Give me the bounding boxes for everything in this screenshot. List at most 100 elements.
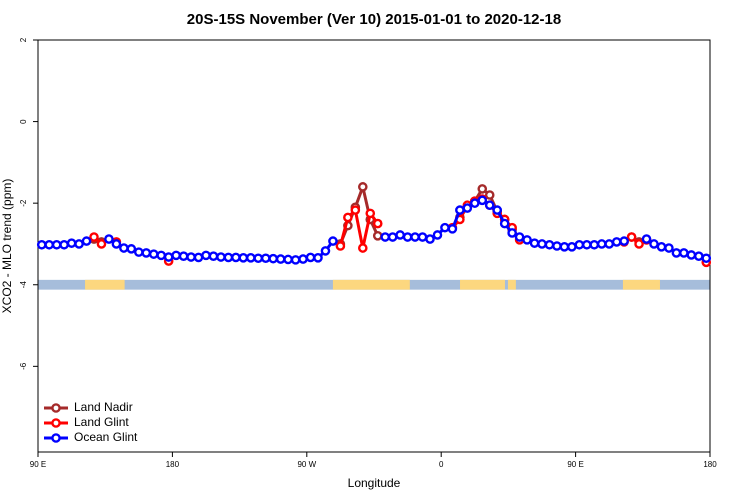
point (611, 237, 622, 247)
point (544, 239, 555, 250)
point (425, 234, 435, 244)
point (275, 254, 286, 264)
point (499, 218, 510, 229)
x-axis-label: Longitude (348, 476, 401, 490)
point (552, 241, 562, 251)
legend-label: Ocean Glint (74, 430, 138, 444)
x-tick-label: 90 W (297, 460, 316, 469)
point (201, 250, 211, 261)
point (357, 182, 368, 192)
point (298, 254, 308, 264)
point (694, 251, 704, 261)
point (148, 249, 159, 259)
land-strip (622, 279, 660, 290)
point (664, 243, 674, 253)
point (679, 248, 689, 258)
point (290, 255, 301, 265)
point (51, 239, 62, 250)
point (484, 200, 495, 211)
point (574, 239, 585, 250)
point (537, 239, 547, 249)
point (163, 252, 174, 262)
point (447, 224, 458, 234)
point (477, 184, 488, 194)
land-strip (460, 279, 505, 290)
point (634, 239, 644, 249)
point (133, 247, 144, 257)
chart-title: 20S-15S November (Ver 10) 2015-01-01 to … (187, 11, 561, 28)
point (395, 230, 405, 240)
point (507, 228, 517, 238)
point (320, 246, 331, 256)
point (372, 218, 383, 229)
point (492, 205, 503, 215)
y-tick-label: -2 (19, 199, 28, 207)
legend-marker (51, 418, 61, 428)
point (268, 253, 279, 264)
point (305, 252, 316, 263)
point (231, 252, 241, 263)
point (216, 252, 226, 262)
point (387, 232, 398, 242)
point (357, 243, 368, 253)
x-tick-label: 180 (166, 460, 180, 469)
point (402, 232, 413, 242)
point (410, 232, 420, 242)
point (178, 251, 189, 261)
point (193, 252, 204, 263)
point (171, 250, 181, 261)
y-axis-label: XCO2 - MLO trend (ppm) (0, 179, 14, 314)
point (283, 254, 293, 265)
land-strip (507, 279, 516, 290)
legend-marker (51, 433, 61, 443)
point (111, 239, 122, 249)
legend-label: Land Glint (74, 415, 129, 429)
x-tick-label: 180 (703, 460, 717, 469)
point (313, 253, 323, 263)
point (641, 234, 652, 244)
point (559, 242, 570, 252)
point (208, 251, 219, 261)
x-tick-label: 0 (439, 460, 444, 469)
y-tick-label: -6 (19, 362, 28, 370)
point (119, 243, 129, 253)
point (44, 239, 55, 250)
point (365, 208, 376, 219)
point (96, 239, 107, 249)
point (477, 195, 488, 206)
point (462, 203, 473, 213)
point (649, 239, 659, 249)
point (104, 234, 114, 244)
point (343, 212, 353, 223)
x-tick-label: 90 E (567, 460, 583, 469)
point (89, 232, 99, 242)
point (417, 232, 428, 242)
point (582, 239, 592, 250)
point (440, 222, 450, 233)
point (245, 253, 256, 263)
x-tick-label: 90 E (30, 460, 46, 469)
land-strip (332, 279, 410, 290)
point (567, 242, 577, 252)
point (238, 253, 249, 263)
y-tick-label: 0 (19, 119, 28, 124)
point (529, 238, 540, 248)
point (626, 232, 637, 242)
point (484, 190, 495, 200)
point (36, 239, 47, 250)
point (328, 236, 338, 246)
point (671, 248, 682, 258)
point (596, 239, 607, 249)
point (350, 205, 361, 215)
point (701, 253, 712, 264)
y-tick-label: -4 (19, 281, 28, 289)
y-tick-label: 2 (19, 37, 28, 42)
point (514, 232, 525, 242)
point (335, 241, 346, 251)
point (522, 235, 532, 245)
point (141, 248, 152, 258)
point (156, 250, 166, 261)
land-strip (85, 279, 125, 290)
point (186, 252, 196, 262)
